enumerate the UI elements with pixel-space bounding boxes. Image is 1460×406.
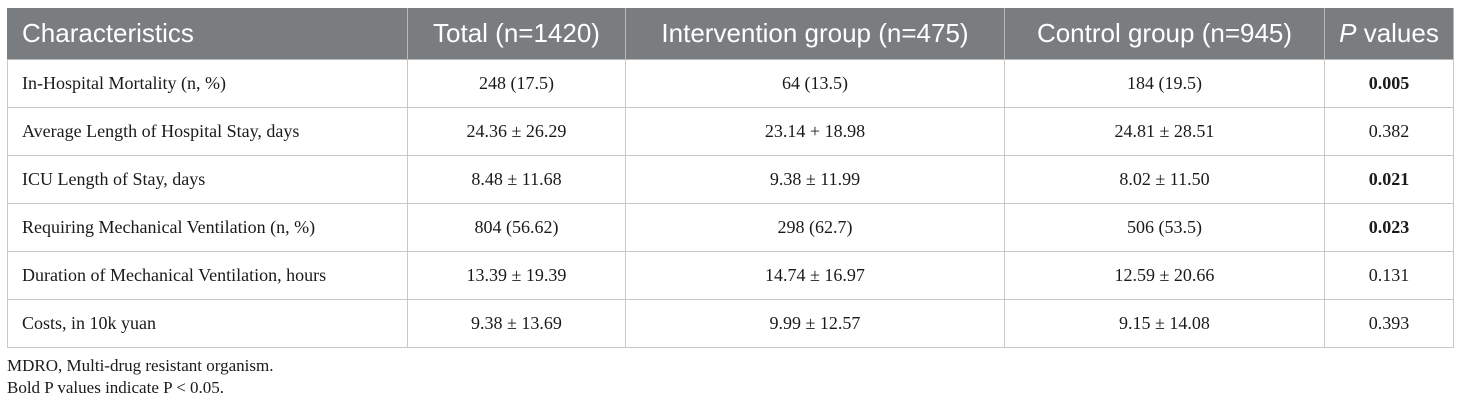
cell-total: 804 (56.62) bbox=[407, 203, 626, 252]
cell-control: 12.59 ± 20.66 bbox=[1004, 251, 1325, 300]
table-row: Average Length of Hospital Stay, days 24.… bbox=[7, 107, 1454, 156]
table-row: Duration of Mechanical Ventilation, hour… bbox=[7, 251, 1454, 300]
header-characteristics: Characteristics bbox=[7, 8, 408, 60]
cell-total: 8.48 ± 11.68 bbox=[407, 155, 626, 204]
cell-characteristic: ICU Length of Stay, days bbox=[7, 155, 408, 204]
cell-total: 24.36 ± 26.29 bbox=[407, 107, 626, 156]
table-row: Requiring Mechanical Ventilation (n, %) 8… bbox=[7, 203, 1454, 252]
table-row: ICU Length of Stay, days 8.48 ± 11.68 9.38… bbox=[7, 155, 1454, 204]
cell-intervention: 298 (62.7) bbox=[625, 203, 1005, 252]
header-intervention: Intervention group (n=475) bbox=[625, 8, 1005, 60]
header-control: Control group (n=945) bbox=[1004, 8, 1325, 60]
cell-p-value: 0.023 bbox=[1324, 203, 1454, 252]
table-row: In-Hospital Mortality (n, %) 248 (17.5) 64… bbox=[7, 59, 1454, 108]
header-p-values: P values bbox=[1324, 8, 1454, 60]
cell-total: 9.38 ± 13.69 bbox=[407, 299, 626, 348]
cell-intervention: 64 (13.5) bbox=[625, 59, 1005, 108]
table-row: Costs, in 10k yuan 9.38 ± 13.69 9.99 ± 12.… bbox=[7, 299, 1454, 348]
cell-intervention: 23.14 + 18.98 bbox=[625, 107, 1005, 156]
cell-control: 184 (19.5) bbox=[1004, 59, 1325, 108]
cell-characteristic: Costs, in 10k yuan bbox=[7, 299, 408, 348]
table-body: In-Hospital Mortality (n, %) 248 (17.5) 64… bbox=[7, 59, 1454, 348]
cell-p-value: 0.005 bbox=[1324, 59, 1454, 108]
table-footnotes: MDRO, Multi-drug resistant organism. Bol… bbox=[7, 355, 273, 399]
footnote-significance: Bold P values indicate P < 0.05. bbox=[7, 378, 225, 397]
cell-control: 506 (53.5) bbox=[1004, 203, 1325, 252]
cell-control: 8.02 ± 11.50 bbox=[1004, 155, 1325, 204]
cell-intervention: 14.74 ± 16.97 bbox=[625, 251, 1005, 300]
header-p-rest: values bbox=[1356, 18, 1439, 48]
results-table-container: Characteristics Total (n=1420) Intervent… bbox=[7, 8, 1454, 348]
footnote-abbreviation: MDRO, Multi-drug resistant organism. bbox=[7, 356, 274, 375]
cell-p-value: 0.131 bbox=[1324, 251, 1454, 300]
cell-p-value: 0.382 bbox=[1324, 107, 1454, 156]
cell-control: 9.15 ± 14.08 bbox=[1004, 299, 1325, 348]
cell-intervention: 9.99 ± 12.57 bbox=[625, 299, 1005, 348]
cell-control: 24.81 ± 28.51 bbox=[1004, 107, 1325, 156]
cell-characteristic: In-Hospital Mortality (n, %) bbox=[7, 59, 408, 108]
header-p-italic: P bbox=[1339, 18, 1357, 48]
cell-intervention: 9.38 ± 11.99 bbox=[625, 155, 1005, 204]
header-row: Characteristics Total (n=1420) Intervent… bbox=[7, 8, 1454, 60]
results-table: Characteristics Total (n=1420) Intervent… bbox=[7, 8, 1454, 348]
cell-total: 13.39 ± 19.39 bbox=[407, 251, 626, 300]
cell-characteristic: Average Length of Hospital Stay, days bbox=[7, 107, 408, 156]
cell-total: 248 (17.5) bbox=[407, 59, 626, 108]
cell-p-value: 0.021 bbox=[1324, 155, 1454, 204]
header-total: Total (n=1420) bbox=[407, 8, 626, 60]
cell-p-value: 0.393 bbox=[1324, 299, 1454, 348]
cell-characteristic: Duration of Mechanical Ventilation, hour… bbox=[7, 251, 408, 300]
cell-characteristic: Requiring Mechanical Ventilation (n, %) bbox=[7, 203, 408, 252]
